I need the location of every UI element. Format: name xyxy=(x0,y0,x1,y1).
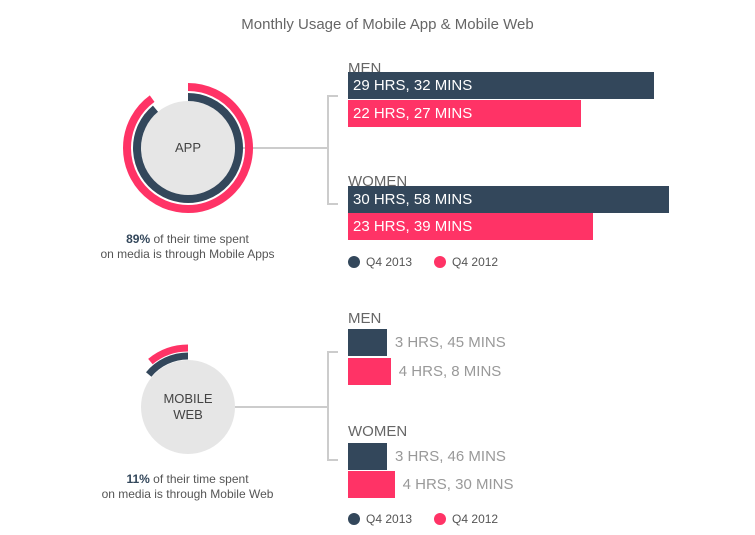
legend-label: Q4 2013 xyxy=(366,512,413,526)
group-label: MEN xyxy=(348,310,382,327)
chart-title: Monthly Usage of Mobile App & Mobile Web xyxy=(241,16,534,33)
legend-label: Q4 2012 xyxy=(452,512,499,526)
caption-line-1: 89% of their time spent xyxy=(60,232,315,247)
bar-q4-2012: 22 HRS, 27 MINS xyxy=(348,100,581,127)
caption-percent: 89% xyxy=(126,232,151,246)
caption: 89% of their time spent on media is throu… xyxy=(60,232,315,262)
center-circle xyxy=(141,360,235,454)
bar-value-label: 30 HRS, 58 MINS xyxy=(353,191,473,208)
bar-value-label: 4 HRS, 30 MINS xyxy=(402,476,514,493)
arc-q4-2012 xyxy=(123,83,253,213)
arc-q4-2012 xyxy=(148,344,189,365)
bar-q4-2013: 3 HRS, 46 MINS xyxy=(348,443,506,470)
bar-value-label: 29 HRS, 32 MINS xyxy=(353,77,473,94)
caption-text: of their time spent xyxy=(150,232,249,246)
bracket xyxy=(327,95,338,205)
bar-q4-2013: 29 HRS, 32 MINS xyxy=(348,72,654,99)
group-label: WOMEN xyxy=(348,423,408,440)
bracket xyxy=(327,351,338,461)
legend-item-q4_2012: Q4 2012 xyxy=(434,512,498,526)
bar-q4-2013: 3 HRS, 45 MINS xyxy=(348,329,506,356)
caption-line-2: on media is through Mobile Apps xyxy=(100,247,275,261)
legend: Q4 2013 Q4 2012 xyxy=(348,255,498,269)
bar-value-label: 3 HRS, 45 MINS xyxy=(394,334,506,351)
bar-value-label: 4 HRS, 8 MINS xyxy=(398,363,502,380)
caption-percent: 11% xyxy=(126,472,150,486)
bar-q4-2012: 23 HRS, 39 MINS xyxy=(348,213,593,240)
legend-item-q4_2012: Q4 2012 xyxy=(434,255,498,269)
caption-line-1: 11% of their time spent xyxy=(60,472,315,487)
center-circle xyxy=(141,101,235,195)
bar-q4-2012: 4 HRS, 8 MINS xyxy=(348,358,501,385)
caption-line-2: on media is through Mobile Web xyxy=(101,487,274,501)
caption-text: of their time spent xyxy=(149,472,249,486)
group-label: WOMEN xyxy=(348,173,408,190)
legend-dot-icon xyxy=(348,513,360,525)
circle-label: MOBILE WEB xyxy=(163,391,213,422)
bar-value-label: 22 HRS, 27 MINS xyxy=(353,105,473,122)
legend-dot-icon xyxy=(348,256,360,268)
legend-dot-icon xyxy=(434,513,447,525)
bar-value-label: 3 HRS, 46 MINS xyxy=(395,448,506,465)
legend-item-q4_2013: Q4 2013 xyxy=(348,512,412,526)
arc-q4-2013 xyxy=(146,352,189,377)
bar-q4-2012: 4 HRS, 30 MINS xyxy=(348,471,513,498)
bar-value-label: 23 HRS, 39 MINS xyxy=(353,218,473,235)
legend-dot-icon xyxy=(434,256,447,268)
legend-label: Q4 2012 xyxy=(452,255,499,269)
legend-label: Q4 2013 xyxy=(366,255,413,269)
circle-label: APP xyxy=(174,140,201,155)
caption: 11% of their time spent on media is throu… xyxy=(60,472,315,502)
arc-q4-2013 xyxy=(133,93,243,203)
legend-item-q4_2013: Q4 2013 xyxy=(348,255,412,269)
bar-q4-2013: 30 HRS, 58 MINS xyxy=(348,186,669,213)
legend: Q4 2013 Q4 2012 xyxy=(348,512,498,526)
